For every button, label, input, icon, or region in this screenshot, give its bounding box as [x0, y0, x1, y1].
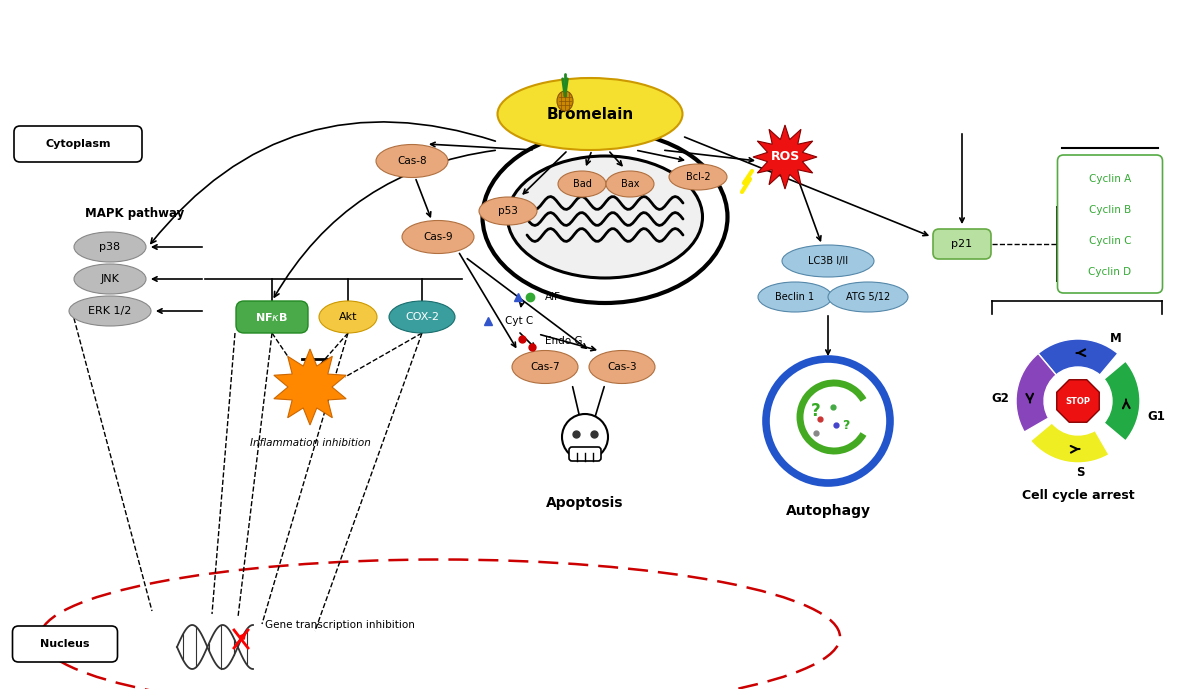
Text: AIF: AIF: [545, 292, 562, 302]
Polygon shape: [754, 125, 817, 189]
Text: Bcl-2: Bcl-2: [685, 172, 710, 182]
Text: ERK 1/2: ERK 1/2: [89, 306, 132, 316]
Text: MAPK pathway: MAPK pathway: [85, 207, 185, 220]
FancyBboxPatch shape: [12, 626, 118, 662]
FancyBboxPatch shape: [1057, 155, 1163, 293]
Ellipse shape: [558, 171, 606, 197]
Text: Gene transcription inhibition: Gene transcription inhibition: [265, 620, 415, 630]
Text: Cyclin D: Cyclin D: [1088, 267, 1132, 277]
Text: Akt: Akt: [338, 312, 358, 322]
Text: LC3B I/II: LC3B I/II: [808, 256, 848, 266]
Polygon shape: [1057, 380, 1099, 422]
Ellipse shape: [70, 296, 151, 326]
FancyBboxPatch shape: [14, 126, 142, 162]
Polygon shape: [274, 349, 346, 425]
Text: COX-2: COX-2: [406, 312, 439, 322]
Text: ?: ?: [842, 420, 850, 433]
Text: Apoptosis: Apoptosis: [546, 496, 624, 510]
Wedge shape: [1031, 423, 1109, 463]
Ellipse shape: [389, 301, 455, 333]
Wedge shape: [1104, 361, 1140, 441]
Text: Bax: Bax: [620, 179, 640, 189]
FancyBboxPatch shape: [569, 447, 601, 461]
Text: Beclin 1: Beclin 1: [775, 292, 815, 302]
FancyBboxPatch shape: [236, 301, 308, 333]
Text: p53: p53: [498, 206, 518, 216]
Text: Cas-7: Cas-7: [530, 362, 560, 372]
Ellipse shape: [828, 282, 908, 312]
Text: p38: p38: [100, 242, 120, 252]
Text: Cyclin A: Cyclin A: [1088, 174, 1132, 184]
FancyBboxPatch shape: [934, 229, 991, 259]
Wedge shape: [1038, 339, 1118, 375]
Ellipse shape: [498, 78, 683, 150]
Text: Cyclin C: Cyclin C: [1088, 236, 1132, 246]
Text: Nucleus: Nucleus: [41, 639, 90, 649]
Text: JNK: JNK: [101, 274, 120, 284]
Ellipse shape: [508, 156, 702, 278]
Text: G1: G1: [1147, 409, 1165, 422]
Text: G2: G2: [991, 393, 1009, 406]
Text: ATG 5/12: ATG 5/12: [846, 292, 890, 302]
Ellipse shape: [74, 264, 146, 294]
Text: Bromelain: Bromelain: [546, 107, 634, 121]
Ellipse shape: [606, 171, 654, 197]
Text: S: S: [1075, 466, 1085, 480]
Text: Autophagy: Autophagy: [786, 504, 870, 518]
Ellipse shape: [512, 351, 578, 384]
Text: STOP: STOP: [1066, 396, 1091, 406]
Ellipse shape: [376, 145, 448, 178]
Ellipse shape: [40, 559, 840, 689]
Ellipse shape: [319, 301, 377, 333]
Ellipse shape: [482, 131, 727, 303]
Text: Cyt C: Cyt C: [505, 316, 533, 326]
Circle shape: [562, 414, 608, 460]
Ellipse shape: [74, 232, 146, 262]
Ellipse shape: [479, 197, 538, 225]
Text: NF$\kappa$B: NF$\kappa$B: [256, 311, 288, 323]
Text: ROS: ROS: [770, 150, 799, 163]
Text: M: M: [1110, 333, 1122, 345]
Text: Endo G: Endo G: [545, 336, 582, 346]
Text: Cell cycle arrest: Cell cycle arrest: [1021, 489, 1134, 502]
Ellipse shape: [670, 164, 727, 190]
Text: Inflammation inhibition: Inflammation inhibition: [250, 438, 371, 448]
Ellipse shape: [758, 282, 832, 312]
Ellipse shape: [589, 351, 655, 384]
Wedge shape: [1016, 353, 1056, 432]
Text: Cyclin B: Cyclin B: [1088, 205, 1132, 215]
Text: Cas-9: Cas-9: [424, 232, 452, 242]
Ellipse shape: [782, 245, 874, 277]
Ellipse shape: [402, 220, 474, 254]
Text: ?: ?: [811, 402, 821, 420]
Ellipse shape: [557, 91, 574, 111]
Text: Bad: Bad: [572, 179, 592, 189]
Text: Cytoplasm: Cytoplasm: [46, 139, 110, 149]
Text: Cas-8: Cas-8: [397, 156, 427, 166]
Text: p21: p21: [952, 239, 972, 249]
Text: Cas-3: Cas-3: [607, 362, 637, 372]
